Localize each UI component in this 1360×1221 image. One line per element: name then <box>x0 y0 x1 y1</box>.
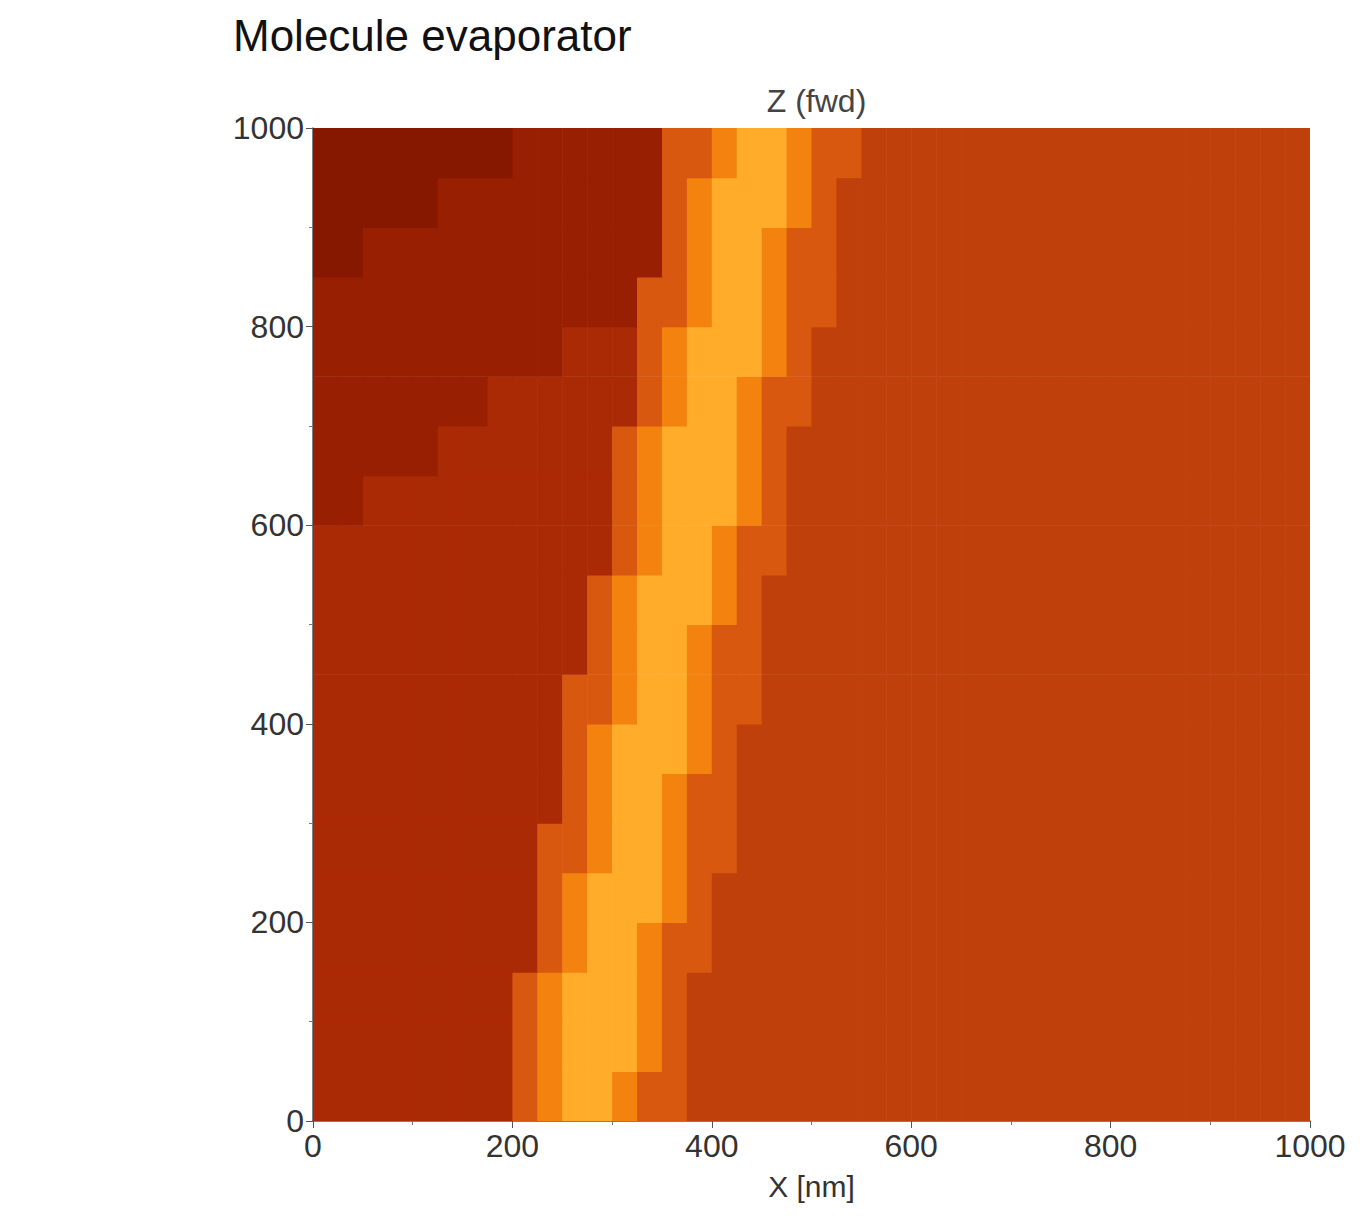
svg-text:0: 0 <box>304 1128 322 1164</box>
svg-text:Molecule evaporator: Molecule evaporator <box>233 11 632 60</box>
svg-text:1000: 1000 <box>233 110 304 146</box>
svg-text:600: 600 <box>251 507 304 543</box>
svg-text:800: 800 <box>1084 1128 1137 1164</box>
svg-text:X [nm]: X [nm] <box>768 1170 855 1203</box>
svg-text:1000: 1000 <box>1274 1128 1345 1164</box>
svg-text:400: 400 <box>685 1128 738 1164</box>
svg-text:200: 200 <box>486 1128 539 1164</box>
svg-text:0: 0 <box>286 1103 304 1139</box>
svg-text:Z (fwd): Z (fwd) <box>767 83 867 119</box>
svg-text:200: 200 <box>251 904 304 940</box>
svg-text:400: 400 <box>251 706 304 742</box>
svg-text:600: 600 <box>885 1128 938 1164</box>
svg-text:800: 800 <box>251 309 304 345</box>
